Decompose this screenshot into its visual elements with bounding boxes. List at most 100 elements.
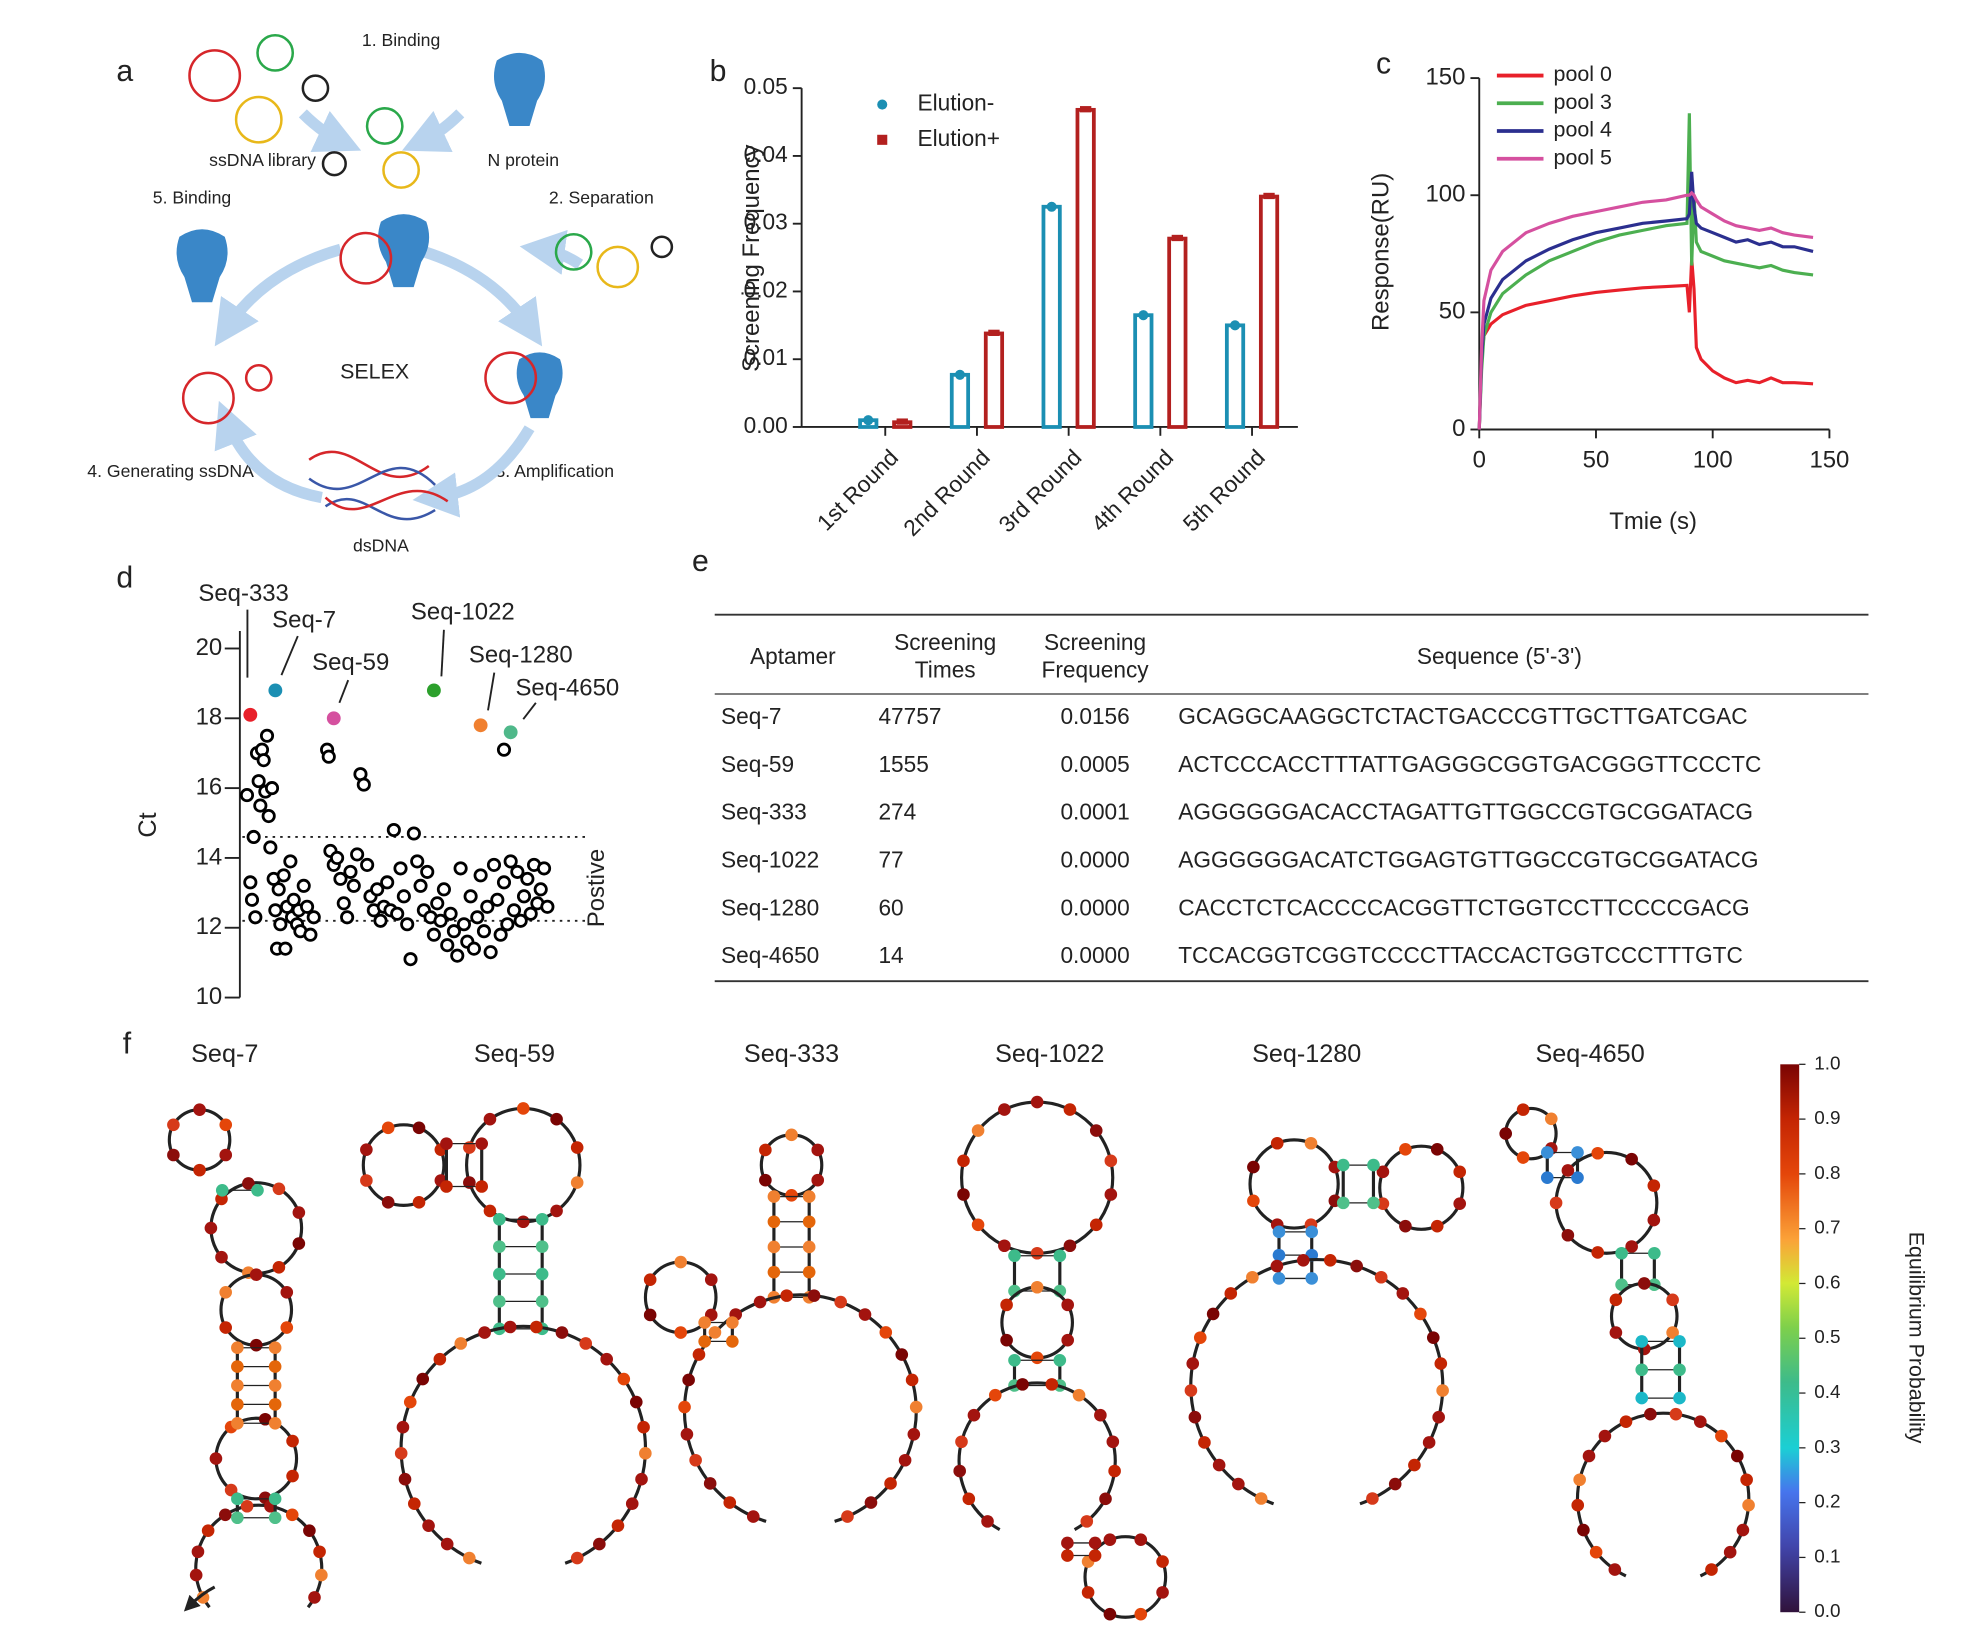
diagram-label: 1. Binding bbox=[362, 30, 440, 50]
data-point bbox=[244, 892, 260, 907]
nucleotide bbox=[407, 1497, 421, 1511]
nucleotide bbox=[251, 1183, 264, 1197]
ssdna-loop bbox=[181, 371, 235, 425]
nucleotide bbox=[600, 1352, 613, 1366]
nucleotide bbox=[475, 1137, 488, 1150]
nucleotide bbox=[268, 1341, 282, 1355]
header-cell: Screening Times bbox=[894, 630, 996, 683]
data-point bbox=[536, 861, 552, 876]
nucleotide bbox=[478, 1326, 491, 1339]
diagram-label: 3. Amplification bbox=[495, 461, 614, 481]
colorbar-tick-label: 0.3 bbox=[1814, 1437, 1840, 1458]
panel-letter: b bbox=[710, 55, 727, 88]
cycle-arrow bbox=[412, 425, 535, 518]
nucleotide bbox=[535, 1267, 549, 1281]
nucleotide bbox=[1081, 1586, 1095, 1599]
nucleotide bbox=[268, 1416, 282, 1430]
data-point bbox=[510, 864, 525, 879]
nucleotide bbox=[1453, 1165, 1467, 1179]
nucleotide bbox=[219, 1118, 233, 1132]
ssdna-loop bbox=[301, 74, 330, 103]
data-point bbox=[336, 896, 351, 911]
nucleotide bbox=[1270, 1136, 1284, 1150]
data-point bbox=[500, 917, 515, 932]
nucleotide bbox=[1432, 1410, 1445, 1424]
backbone bbox=[1189, 1257, 1445, 1506]
ssdna-loop bbox=[256, 34, 295, 72]
nucleotide bbox=[1637, 1277, 1651, 1290]
bar-cap bbox=[1229, 320, 1241, 331]
nucleotide bbox=[493, 1267, 506, 1281]
leader-line bbox=[522, 702, 537, 720]
nucleotide bbox=[493, 1295, 506, 1308]
nucleotide bbox=[723, 1496, 737, 1509]
nucleotide bbox=[1422, 1436, 1436, 1449]
backbone bbox=[960, 1100, 1115, 1255]
bar bbox=[1133, 313, 1154, 429]
nucleotide bbox=[463, 1141, 476, 1154]
data-point bbox=[350, 847, 365, 862]
nucleotide bbox=[315, 1568, 328, 1582]
nucleotide bbox=[201, 1524, 215, 1537]
protein-icon bbox=[493, 52, 545, 126]
nucleotide bbox=[1673, 1391, 1686, 1405]
highlight-label: Seq-1022 bbox=[411, 599, 515, 626]
nucleotide bbox=[1399, 1219, 1412, 1233]
x-tick-label: 3rd Round bbox=[993, 444, 1086, 537]
series-line bbox=[1477, 258, 1814, 430]
nucleotide bbox=[167, 1148, 180, 1162]
dsdna bbox=[308, 450, 430, 479]
nucleotide bbox=[1434, 1357, 1448, 1370]
structure-title: Seq-1022 bbox=[995, 1040, 1104, 1068]
nucleotide bbox=[231, 1416, 244, 1430]
nucleotide bbox=[1516, 1103, 1530, 1116]
nucleotide bbox=[1088, 1536, 1102, 1550]
nucleotide bbox=[579, 1337, 593, 1350]
data-point bbox=[243, 875, 258, 890]
nucleotide bbox=[1374, 1270, 1388, 1284]
nucleotide bbox=[503, 1320, 517, 1334]
nucleotide bbox=[1598, 1429, 1612, 1443]
backbone bbox=[1000, 1285, 1075, 1360]
colorbar-tick-label: 0.8 bbox=[1814, 1163, 1840, 1184]
table-cell: Seq-7 bbox=[721, 703, 781, 729]
nucleotide bbox=[1666, 1293, 1679, 1307]
data-point bbox=[483, 945, 498, 960]
nucleotide bbox=[1376, 1165, 1390, 1179]
y-tick-label: 0.03 bbox=[744, 209, 788, 235]
nucleotide bbox=[231, 1398, 244, 1411]
table-cell: 0.0005 bbox=[1060, 751, 1129, 777]
nucleotide bbox=[1094, 1408, 1107, 1422]
nucleotide bbox=[249, 1338, 263, 1352]
nucleotide bbox=[1336, 1196, 1350, 1210]
nucleotide bbox=[698, 1316, 711, 1329]
panel-letter: d bbox=[116, 561, 133, 594]
nucleotide bbox=[313, 1545, 326, 1559]
table-cell: 274 bbox=[878, 799, 916, 825]
leader-line bbox=[487, 672, 496, 711]
nucleotide bbox=[1436, 1384, 1449, 1397]
data-point bbox=[456, 917, 471, 932]
nucleotide bbox=[1608, 1563, 1622, 1576]
bar bbox=[1075, 107, 1096, 429]
data-point bbox=[273, 917, 288, 932]
nucleotide bbox=[726, 1316, 739, 1329]
y-tick-label: 0.02 bbox=[744, 276, 788, 302]
nucleotide bbox=[780, 1289, 793, 1302]
nucleotide bbox=[1571, 1498, 1585, 1512]
protein-shape bbox=[516, 352, 563, 419]
bar-cap bbox=[1079, 106, 1092, 113]
nucleotide bbox=[704, 1273, 718, 1286]
structure-title: Seq-333 bbox=[744, 1040, 839, 1068]
nucleotide bbox=[971, 1124, 985, 1137]
data-point bbox=[533, 882, 548, 897]
nucleotide bbox=[1430, 1143, 1444, 1156]
nucleotide bbox=[286, 1469, 299, 1483]
nucleotide bbox=[1426, 1331, 1440, 1344]
nucleotide bbox=[1108, 1464, 1121, 1478]
nucleotide bbox=[1571, 1171, 1584, 1184]
data-point bbox=[440, 938, 455, 953]
nucleotide bbox=[895, 1348, 909, 1361]
nucleotide bbox=[753, 1295, 767, 1309]
nucleotide bbox=[231, 1341, 244, 1355]
